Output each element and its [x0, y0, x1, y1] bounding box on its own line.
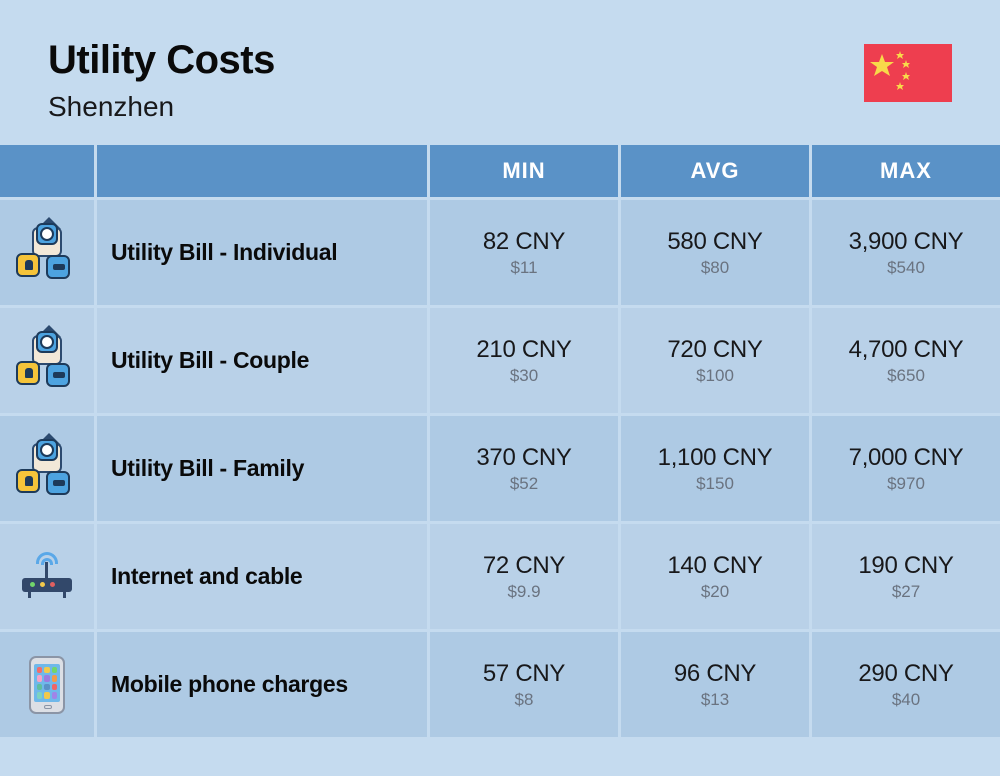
- avg-primary: 720 CNY: [667, 336, 762, 364]
- avg-secondary: $20: [701, 582, 729, 602]
- row-icon-cell: [0, 308, 97, 413]
- col-icon-header: [0, 145, 97, 197]
- cost-table: MIN AVG MAX Utility Bill - Individual82 …: [0, 145, 1000, 737]
- max-primary: 3,900 CNY: [849, 228, 964, 256]
- infographic-container: Utility Costs Shenzhen MIN AVG MAX Utili…: [0, 0, 1000, 776]
- avg-primary: 580 CNY: [667, 228, 762, 256]
- row-avg-cell: 580 CNY$80: [621, 200, 812, 305]
- avg-primary: 96 CNY: [674, 660, 756, 688]
- row-min-cell: 72 CNY$9.9: [430, 524, 621, 629]
- row-max-cell: 190 CNY$27: [812, 524, 1000, 629]
- row-min-cell: 82 CNY$11: [430, 200, 621, 305]
- col-label-header: [97, 145, 430, 197]
- avg-secondary: $80: [701, 258, 729, 278]
- table-row: Utility Bill - Couple210 CNY$30720 CNY$1…: [0, 305, 1000, 413]
- avg-primary: 140 CNY: [667, 552, 762, 580]
- utility-icon: [16, 225, 78, 281]
- phone-icon: [29, 656, 65, 714]
- row-max-cell: 7,000 CNY$970: [812, 416, 1000, 521]
- row-avg-cell: 1,100 CNY$150: [621, 416, 812, 521]
- header: Utility Costs Shenzhen: [0, 0, 1000, 145]
- row-min-cell: 210 CNY$30: [430, 308, 621, 413]
- row-label: Internet and cable: [97, 524, 430, 629]
- row-label: Utility Bill - Individual: [97, 200, 430, 305]
- min-primary: 82 CNY: [483, 228, 565, 256]
- row-avg-cell: 96 CNY$13: [621, 632, 812, 737]
- max-secondary: $540: [887, 258, 925, 278]
- max-secondary: $27: [892, 582, 920, 602]
- table-row: Utility Bill - Family370 CNY$521,100 CNY…: [0, 413, 1000, 521]
- row-icon-cell: [0, 200, 97, 305]
- col-min-header: MIN: [430, 145, 621, 197]
- max-secondary: $40: [892, 690, 920, 710]
- max-primary: 290 CNY: [858, 660, 953, 688]
- max-primary: 4,700 CNY: [849, 336, 964, 364]
- row-label: Utility Bill - Couple: [97, 308, 430, 413]
- row-icon-cell: [0, 416, 97, 521]
- row-min-cell: 57 CNY$8: [430, 632, 621, 737]
- min-secondary: $9.9: [507, 582, 540, 602]
- router-icon: [16, 552, 78, 602]
- row-icon-cell: [0, 632, 97, 737]
- page-title: Utility Costs: [48, 38, 275, 83]
- min-primary: 370 CNY: [476, 444, 571, 472]
- avg-secondary: $150: [696, 474, 734, 494]
- max-secondary: $650: [887, 366, 925, 386]
- row-max-cell: 3,900 CNY$540: [812, 200, 1000, 305]
- col-avg-header: AVG: [621, 145, 812, 197]
- min-secondary: $11: [510, 258, 537, 278]
- avg-primary: 1,100 CNY: [658, 444, 773, 472]
- max-primary: 190 CNY: [858, 552, 953, 580]
- table-header: MIN AVG MAX: [0, 145, 1000, 197]
- min-primary: 72 CNY: [483, 552, 565, 580]
- row-label: Utility Bill - Family: [97, 416, 430, 521]
- row-label: Mobile phone charges: [97, 632, 430, 737]
- utility-icon: [16, 441, 78, 497]
- table-row: Internet and cable72 CNY$9.9140 CNY$2019…: [0, 521, 1000, 629]
- table-row: Mobile phone charges57 CNY$896 CNY$13290…: [0, 629, 1000, 737]
- max-primary: 7,000 CNY: [849, 444, 964, 472]
- row-icon-cell: [0, 524, 97, 629]
- table-body: Utility Bill - Individual82 CNY$11580 CN…: [0, 197, 1000, 737]
- utility-icon: [16, 333, 78, 389]
- min-secondary: $30: [510, 366, 538, 386]
- row-max-cell: 290 CNY$40: [812, 632, 1000, 737]
- row-min-cell: 370 CNY$52: [430, 416, 621, 521]
- row-avg-cell: 720 CNY$100: [621, 308, 812, 413]
- avg-secondary: $100: [696, 366, 734, 386]
- row-max-cell: 4,700 CNY$650: [812, 308, 1000, 413]
- row-avg-cell: 140 CNY$20: [621, 524, 812, 629]
- china-flag-icon: [864, 44, 952, 107]
- max-secondary: $970: [887, 474, 925, 494]
- table-row: Utility Bill - Individual82 CNY$11580 CN…: [0, 197, 1000, 305]
- min-primary: 57 CNY: [483, 660, 565, 688]
- header-text: Utility Costs Shenzhen: [48, 38, 275, 123]
- min-primary: 210 CNY: [476, 336, 571, 364]
- page-subtitle: Shenzhen: [48, 91, 275, 123]
- col-max-header: MAX: [812, 145, 1000, 197]
- min-secondary: $52: [510, 474, 538, 494]
- avg-secondary: $13: [701, 690, 729, 710]
- min-secondary: $8: [515, 690, 534, 710]
